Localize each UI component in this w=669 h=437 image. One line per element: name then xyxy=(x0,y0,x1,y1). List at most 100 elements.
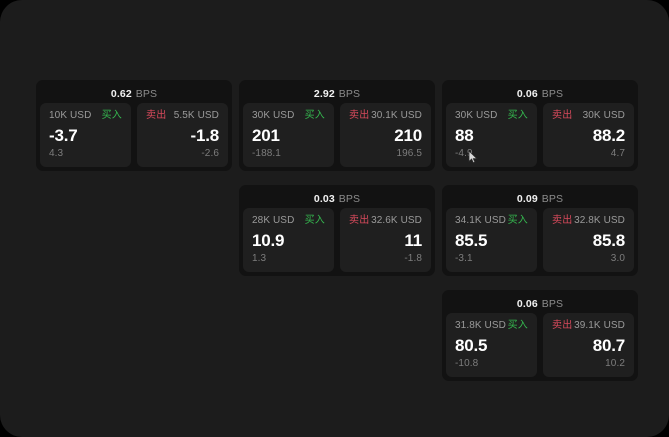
card-body: 30K USD 买入 88 -4.9 卖出 30K USD 88.2 4.7 xyxy=(446,103,634,167)
quote-card[interactable]: 0.09 BPS 34.1K USD 买入 85.5 -3.1 卖出 32.8K USD 85.… xyxy=(442,185,638,276)
sell-action-label[interactable]: 卖出 xyxy=(552,110,573,121)
buy-price: 85.5 xyxy=(455,230,488,250)
sell-size-label: 30.1K USD xyxy=(371,110,422,121)
panel-header: 卖出 32.6K USD xyxy=(349,215,422,227)
buy-delta: 4.3 xyxy=(49,148,64,159)
buy-delta: -10.8 xyxy=(455,358,479,369)
quote-card[interactable]: 0.62 BPS 10K USD 买入 -3.7 4.3 卖出 5.5K USD -1.8 -2.… xyxy=(36,80,232,171)
buy-delta: 1.3 xyxy=(252,253,267,264)
price-row: 88 xyxy=(455,125,528,145)
panel-header: 10K USD 买入 xyxy=(49,110,122,122)
buy-delta: -4.9 xyxy=(455,148,473,159)
delta-row: 4.7 xyxy=(552,148,625,160)
quote-card[interactable]: 2.92 BPS 30K USD 买入 201 -188.1 卖出 30.1K USD 210 1… xyxy=(239,80,435,171)
delta-row: 10.2 xyxy=(552,358,625,370)
sell-panel[interactable]: 卖出 30.1K USD 210 196.5 xyxy=(340,103,431,167)
bps-value: 0.09 xyxy=(516,192,538,205)
panel-header: 卖出 30K USD xyxy=(552,110,625,122)
card-header: 2.92 BPS xyxy=(243,85,431,103)
sell-delta: -1.8 xyxy=(404,253,422,264)
panel-header: 卖出 5.5K USD xyxy=(146,110,219,122)
sell-panel[interactable]: 卖出 30K USD 88.2 4.7 xyxy=(543,103,634,167)
buy-delta: -188.1 xyxy=(252,148,281,159)
card-header: 0.06 BPS xyxy=(446,85,634,103)
delta-row: -4.9 xyxy=(455,148,528,160)
sell-delta: -2.6 xyxy=(201,148,219,159)
card-body: 10K USD 买入 -3.7 4.3 卖出 5.5K USD -1.8 -2.6 xyxy=(40,103,228,167)
buy-panel[interactable]: 10K USD 买入 -3.7 4.3 xyxy=(40,103,131,167)
buy-action-label[interactable]: 买入 xyxy=(304,110,325,121)
buy-price: 201 xyxy=(252,125,280,145)
buy-price: 88 xyxy=(455,125,474,145)
bps-unit-label: BPS xyxy=(338,87,361,100)
sell-action-label[interactable]: 卖出 xyxy=(349,110,370,121)
panel-header: 30K USD 买入 xyxy=(252,110,325,122)
card-header: 0.62 BPS xyxy=(40,85,228,103)
buy-panel[interactable]: 31.8K USD 买入 80.5 -10.8 xyxy=(446,313,537,377)
quote-card[interactable]: 0.03 BPS 28K USD 买入 10.9 1.3 卖出 32.6K USD 11 -1.8 xyxy=(239,185,435,276)
buy-action-label[interactable]: 买入 xyxy=(507,320,528,331)
sell-price: 85.8 xyxy=(592,230,625,250)
buy-panel[interactable]: 30K USD 买入 201 -188.1 xyxy=(243,103,334,167)
sell-price: -1.8 xyxy=(190,125,220,145)
buy-action-label[interactable]: 买入 xyxy=(507,110,528,121)
buy-action-label[interactable]: 买入 xyxy=(304,215,325,226)
buy-delta: -3.1 xyxy=(455,253,473,264)
delta-row: -2.6 xyxy=(146,148,219,160)
bps-value: 0.06 xyxy=(516,297,538,310)
panel-header: 31.8K USD 买入 xyxy=(455,320,528,332)
delta-row: 196.5 xyxy=(349,148,422,160)
price-row: 80.5 xyxy=(455,335,528,355)
quote-column: 0.62 BPS 10K USD 买入 -3.7 4.3 卖出 5.5K USD -1.8 -2.… xyxy=(36,80,232,171)
buy-size-label: 28K USD xyxy=(252,215,295,226)
bps-value: 0.62 xyxy=(110,87,132,100)
sell-action-label[interactable]: 卖出 xyxy=(146,110,167,121)
bps-unit-label: BPS xyxy=(338,192,361,205)
bps-value: 0.03 xyxy=(313,192,335,205)
buy-action-label[interactable]: 买入 xyxy=(507,215,528,226)
price-row: 80.7 xyxy=(552,335,625,355)
buy-price: -3.7 xyxy=(49,125,78,145)
buy-action-label[interactable]: 买入 xyxy=(101,110,122,121)
bps-value: 2.92 xyxy=(313,87,335,100)
sell-panel[interactable]: 卖出 39.1K USD 80.7 10.2 xyxy=(543,313,634,377)
card-body: 31.8K USD 买入 80.5 -10.8 卖出 39.1K USD 80.7 10.2 xyxy=(446,313,634,377)
panel-header: 卖出 39.1K USD xyxy=(552,320,625,332)
sell-action-label[interactable]: 卖出 xyxy=(349,215,370,226)
quote-card[interactable]: 0.06 BPS 31.8K USD 买入 80.5 -10.8 卖出 39.1K USD 80… xyxy=(442,290,638,381)
delta-row: -3.1 xyxy=(455,253,528,265)
buy-size-label: 31.8K USD xyxy=(455,320,506,331)
buy-size-label: 30K USD xyxy=(455,110,498,121)
buy-price: 80.5 xyxy=(455,335,488,355)
price-row: 10.9 xyxy=(252,230,325,250)
sell-panel[interactable]: 卖出 32.6K USD 11 -1.8 xyxy=(340,208,431,272)
bps-unit-label: BPS xyxy=(135,87,158,100)
buy-panel[interactable]: 30K USD 买入 88 -4.9 xyxy=(446,103,537,167)
price-row: -3.7 xyxy=(49,125,122,145)
quote-card[interactable]: 0.06 BPS 30K USD 买入 88 -4.9 卖出 30K USD 88.2 4.7 xyxy=(442,80,638,171)
sell-delta: 4.7 xyxy=(610,148,625,159)
price-row: 201 xyxy=(252,125,325,145)
card-header: 0.09 BPS xyxy=(446,190,634,208)
sell-price: 11 xyxy=(404,230,422,250)
buy-panel[interactable]: 28K USD 买入 10.9 1.3 xyxy=(243,208,334,272)
card-body: 34.1K USD 买入 85.5 -3.1 卖出 32.8K USD 85.8 3.0 xyxy=(446,208,634,272)
sell-delta: 3.0 xyxy=(610,253,625,264)
sell-size-label: 32.8K USD xyxy=(574,215,625,226)
sell-action-label[interactable]: 卖出 xyxy=(552,320,573,331)
price-row: 88.2 xyxy=(552,125,625,145)
delta-row: 4.3 xyxy=(49,148,122,160)
delta-row: 1.3 xyxy=(252,253,325,265)
buy-size-label: 34.1K USD xyxy=(455,215,506,226)
card-body: 30K USD 买入 201 -188.1 卖出 30.1K USD 210 196.5 xyxy=(243,103,431,167)
price-row: 11 xyxy=(349,230,422,250)
sell-action-label[interactable]: 卖出 xyxy=(552,215,573,226)
delta-row: -1.8 xyxy=(349,253,422,265)
price-row: -1.8 xyxy=(146,125,220,145)
sell-size-label: 30K USD xyxy=(582,110,625,121)
buy-panel[interactable]: 34.1K USD 买入 85.5 -3.1 xyxy=(446,208,537,272)
quote-column: 2.92 BPS 30K USD 买入 201 -188.1 卖出 30.1K USD 210 1… xyxy=(239,80,435,276)
sell-panel[interactable]: 卖出 32.8K USD 85.8 3.0 xyxy=(543,208,634,272)
sell-panel[interactable]: 卖出 5.5K USD -1.8 -2.6 xyxy=(137,103,228,167)
